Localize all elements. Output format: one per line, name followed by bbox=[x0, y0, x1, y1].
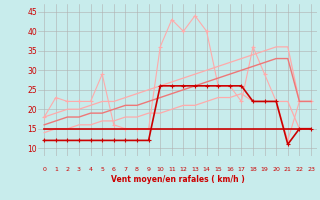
X-axis label: Vent moyen/en rafales ( km/h ): Vent moyen/en rafales ( km/h ) bbox=[111, 175, 244, 184]
